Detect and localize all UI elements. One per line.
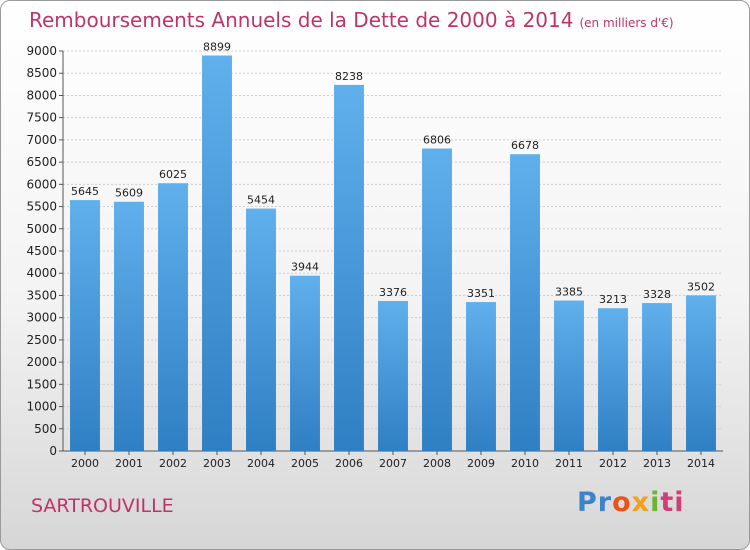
y-tick-label: 0 <box>49 444 57 458</box>
y-tick-label: 8500 <box>26 66 57 80</box>
chart-title-text: Remboursements Annuels de la Dette de 20… <box>29 8 574 32</box>
chart-title: Remboursements Annuels de la Dette de 20… <box>29 8 674 32</box>
x-tick-label: 2008 <box>423 457 451 470</box>
y-tick-label: 3000 <box>26 311 57 325</box>
y-tick-label: 500 <box>34 422 57 436</box>
value-label: 6806 <box>423 134 451 147</box>
value-label: 5454 <box>247 194 275 207</box>
bar <box>686 295 716 451</box>
x-tick-label: 2001 <box>115 457 143 470</box>
x-tick-label: 2005 <box>291 457 319 470</box>
y-tick-label: 9000 <box>26 44 57 58</box>
bar <box>246 208 276 451</box>
bar <box>510 154 540 451</box>
logo-part: ti <box>660 487 685 518</box>
x-tick-label: 2004 <box>247 457 275 470</box>
y-tick-label: 2500 <box>26 333 57 347</box>
bar <box>554 300 584 451</box>
value-label: 3213 <box>599 293 627 306</box>
y-tick-label: 1000 <box>26 400 57 414</box>
y-tick-label: 4000 <box>26 266 57 280</box>
logo-part: i <box>650 487 661 518</box>
city-name: SARTROUVILLE <box>31 495 174 517</box>
proxiti-logo: Proxiti <box>577 487 685 518</box>
value-label: 3328 <box>643 288 671 301</box>
value-label: 8238 <box>335 70 363 83</box>
y-tick-label: 1500 <box>26 377 57 391</box>
bar <box>290 275 320 451</box>
y-tick-label: 8000 <box>26 88 57 102</box>
x-tick-label: 2009 <box>467 457 495 470</box>
bar <box>466 302 496 451</box>
chart-unit: (en milliers d'€) <box>579 16 674 30</box>
x-tick-label: 2012 <box>599 457 627 470</box>
y-tick-label: 7000 <box>26 133 57 147</box>
y-tick-label: 3500 <box>26 288 57 302</box>
logo-part: o <box>612 487 632 518</box>
y-tick-label: 6500 <box>26 155 57 169</box>
bar <box>422 148 452 451</box>
bar <box>334 84 364 451</box>
value-label: 5645 <box>71 185 99 198</box>
x-tick-label: 2010 <box>511 457 539 470</box>
value-label: 6678 <box>511 139 539 152</box>
y-tick-label: 2000 <box>26 355 57 369</box>
bar <box>378 300 408 451</box>
value-label: 5609 <box>115 187 143 200</box>
logo-part: x <box>631 487 651 518</box>
value-label: 6025 <box>159 168 187 181</box>
x-tick-label: 2007 <box>379 457 407 470</box>
x-tick-label: 2006 <box>335 457 363 470</box>
value-label: 3944 <box>291 261 319 274</box>
y-tick-label: 5500 <box>26 200 57 214</box>
y-tick-label: 5000 <box>26 222 57 236</box>
value-label: 3351 <box>467 287 495 300</box>
x-tick-label: 2011 <box>555 457 583 470</box>
x-tick-label: 2003 <box>203 457 231 470</box>
bar <box>158 183 188 451</box>
x-tick-label: 2014 <box>687 457 715 470</box>
bar <box>642 303 672 451</box>
x-tick-label: 2002 <box>159 457 187 470</box>
y-tick-label: 6000 <box>26 177 57 191</box>
bar <box>114 201 144 451</box>
y-tick-label: 7500 <box>26 111 57 125</box>
y-tick-label: 4500 <box>26 244 57 258</box>
bars <box>70 55 716 451</box>
value-label: 3376 <box>379 286 407 299</box>
bar <box>202 55 232 451</box>
logo-part: Pr <box>577 487 613 518</box>
x-tick-label: 2013 <box>643 457 671 470</box>
value-label: 3502 <box>687 280 715 293</box>
bar <box>598 308 628 451</box>
value-label: 8899 <box>203 40 231 53</box>
bar <box>70 200 100 451</box>
x-tick-label: 2000 <box>71 457 99 470</box>
value-label: 3385 <box>555 286 583 299</box>
labels: 0 500 1000 1500 2000 2500 3000 3500 4000 4500 5000… <box>26 40 715 470</box>
